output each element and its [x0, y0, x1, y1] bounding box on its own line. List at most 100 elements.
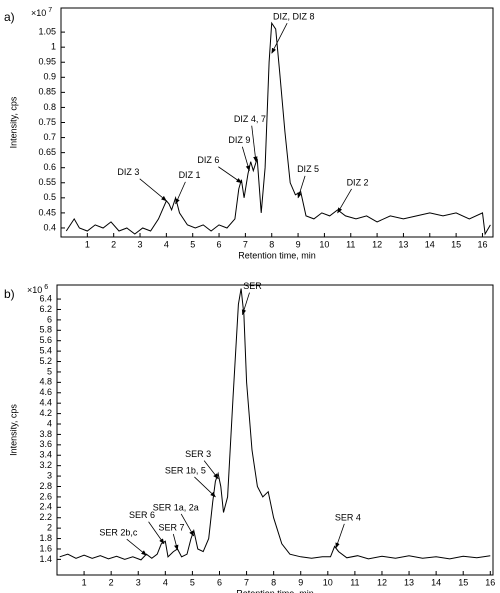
- x-tick-label: 10: [323, 577, 333, 587]
- y-tick-label: 5.8: [39, 325, 52, 335]
- x-tick-label: 8: [271, 577, 276, 587]
- x-tick-label: 12: [372, 239, 382, 249]
- y-tick-label: 2.8: [39, 481, 52, 491]
- x-tick-label: 2: [111, 239, 116, 249]
- y-tick-label: 6.2: [39, 304, 52, 314]
- x-tick-label: 4: [163, 577, 168, 587]
- annotation-arrow: [180, 513, 195, 537]
- x-tick-label: 1: [82, 577, 87, 587]
- y-tick-label: 0.65: [38, 147, 56, 157]
- annotation-arrow: [139, 178, 167, 202]
- x-tick-label: 13: [398, 239, 408, 249]
- annotation-arrow: [251, 125, 258, 163]
- annotation-label: SER 1a, 2a: [153, 502, 199, 512]
- x-tick-label: 15: [458, 577, 468, 587]
- annotation-arrow: [194, 476, 216, 498]
- annotation-label: DIZ 5: [297, 164, 319, 174]
- annotation-label: DIZ, DIZ 8: [273, 12, 315, 22]
- y-tick-label: 5.2: [39, 356, 52, 366]
- y-tick-label: 4.6: [39, 387, 52, 397]
- annotation-arrow: [126, 538, 147, 556]
- annotation-label: SER 4: [335, 512, 361, 522]
- x-tick-label: 7: [244, 577, 249, 587]
- annotation-arrow: [337, 188, 352, 214]
- y-tick-label: 4.2: [39, 408, 52, 418]
- annotation-label: SER 2b,c: [99, 528, 138, 538]
- y-tick-label: 0.7: [43, 132, 56, 142]
- annotation-arrow: [203, 460, 219, 480]
- x-tick-label: 13: [404, 577, 414, 587]
- x-tick-label: 1: [85, 239, 90, 249]
- annotation-label: DIZ 2: [347, 177, 369, 187]
- y-tick-label: 5.4: [39, 345, 52, 355]
- y-tick-label: 0.4: [43, 222, 56, 232]
- x-tick-label: 5: [190, 239, 195, 249]
- y-axis-label: Intensity, cps: [8, 96, 18, 148]
- x-axis-label: Retention time, min: [238, 250, 316, 260]
- y-tick-label: 1.05: [38, 26, 56, 36]
- y-tick-label: 0.6: [43, 162, 56, 172]
- annotation-label: SER 3: [185, 449, 211, 459]
- x-tick-label: 6: [217, 577, 222, 587]
- annotation-arrow: [175, 181, 186, 205]
- x-tick-label: 11: [346, 239, 355, 249]
- x-tick-label: 4: [164, 239, 169, 249]
- x-tick-label: 7: [243, 239, 248, 249]
- annotation-arrow: [172, 533, 179, 551]
- annotation-arrow: [218, 166, 242, 184]
- x-axis-label: Retention time, min: [236, 588, 314, 593]
- chromatogram-line: [59, 288, 491, 561]
- y-tick-label: 1.6: [39, 543, 52, 553]
- y-tick-label: 0.45: [38, 207, 56, 217]
- annotation-label: DIZ 3: [117, 167, 139, 177]
- annotation-label: SER 6: [129, 510, 155, 520]
- y-tick-label: 0.5: [43, 192, 56, 202]
- y-tick-label: 2.6: [39, 491, 52, 501]
- x-tick-label: 16: [477, 239, 487, 249]
- y-tick-label: 1.4: [39, 554, 52, 564]
- x-tick-label: 14: [425, 239, 435, 249]
- annotation-arrow: [335, 523, 345, 549]
- x-tick-label: 9: [296, 239, 301, 249]
- y-tick-label: 2.4: [39, 502, 52, 512]
- y-tick-label: 3.8: [39, 429, 52, 439]
- y-tick-label: 0.95: [38, 57, 56, 67]
- annotation-label: DIZ 6: [197, 155, 219, 165]
- y-tick-label: 3.4: [39, 450, 52, 460]
- y-tick-label: 0.55: [38, 177, 56, 187]
- y-multiplier-exponent: 6: [44, 284, 48, 291]
- x-tick-label: 6: [217, 239, 222, 249]
- y-tick-label: 1: [51, 42, 56, 52]
- annotation-label: DIZ 1: [179, 170, 201, 180]
- y-tick-label: 6: [47, 314, 52, 324]
- x-tick-label: 12: [377, 577, 387, 587]
- x-tick-label: 10: [319, 239, 329, 249]
- y-multiplier: ×10 7: [31, 7, 52, 19]
- y-tick-label: 5: [47, 366, 52, 376]
- y-tick-label: 6.4: [39, 293, 52, 303]
- x-tick-label: 14: [431, 577, 441, 587]
- x-tick-label: 9: [298, 577, 303, 587]
- y-tick-label: 3.6: [39, 439, 52, 449]
- annotation-label: SER 1b, 5: [165, 465, 206, 475]
- plot-frame: [56, 284, 494, 576]
- y-tick-label: 1.8: [39, 533, 52, 543]
- annotation-arrow: [271, 23, 288, 54]
- x-tick-label: 5: [190, 577, 195, 587]
- annotation-arrow: [297, 175, 306, 199]
- y-tick-label: 5.6: [39, 335, 52, 345]
- y-multiplier-exponent: 7: [48, 7, 52, 14]
- y-tick-label: 3: [47, 470, 52, 480]
- y-tick-label: 4.4: [39, 398, 52, 408]
- annotation-label: DIZ 4, 7: [234, 114, 266, 124]
- x-tick-label: 3: [136, 577, 141, 587]
- y-tick-label: 4.8: [39, 377, 52, 387]
- y-multiplier-base: ×10: [31, 8, 46, 18]
- y-multiplier: ×10 6: [27, 284, 48, 296]
- y-tick-label: 2: [47, 523, 52, 533]
- y-multiplier-base: ×10: [27, 285, 42, 295]
- panel-label: b): [4, 287, 15, 301]
- y-tick-label: 4: [47, 418, 52, 428]
- y-tick-label: 3.2: [39, 460, 52, 470]
